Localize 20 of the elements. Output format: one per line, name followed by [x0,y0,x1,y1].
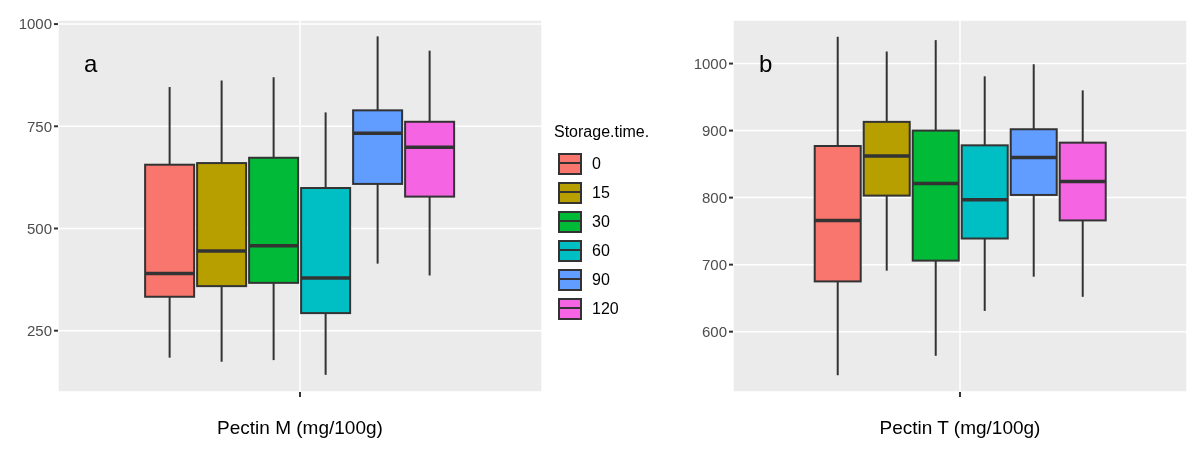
y-tick-label: 900 [701,121,727,139]
legend-label: 90 [592,270,610,289]
y-tick-label: 700 [701,255,727,273]
y-tick-label: 250 [26,322,52,340]
legend-label: 120 [592,299,619,318]
y-tick-label: 1000 [18,15,52,33]
legend-title: Storage.time. [554,123,650,141]
y-tick-label: 600 [701,323,727,340]
annotation: a [84,50,98,78]
y-tick-label: 750 [26,117,52,135]
y-tick-label: 1000 [693,54,727,72]
x-axis-title: Pectin M (mg/100g) [217,417,383,438]
legend-label: 15 [592,183,610,202]
legend-label: 30 [592,212,610,231]
legend-label: 60 [592,241,610,260]
legend-label: 0 [592,154,601,173]
y-tick-label: 800 [701,188,727,206]
annotation: b [759,50,773,78]
y-tick-label: 500 [26,219,52,237]
x-axis-title: Pectin T (mg/100g) [879,417,1041,438]
